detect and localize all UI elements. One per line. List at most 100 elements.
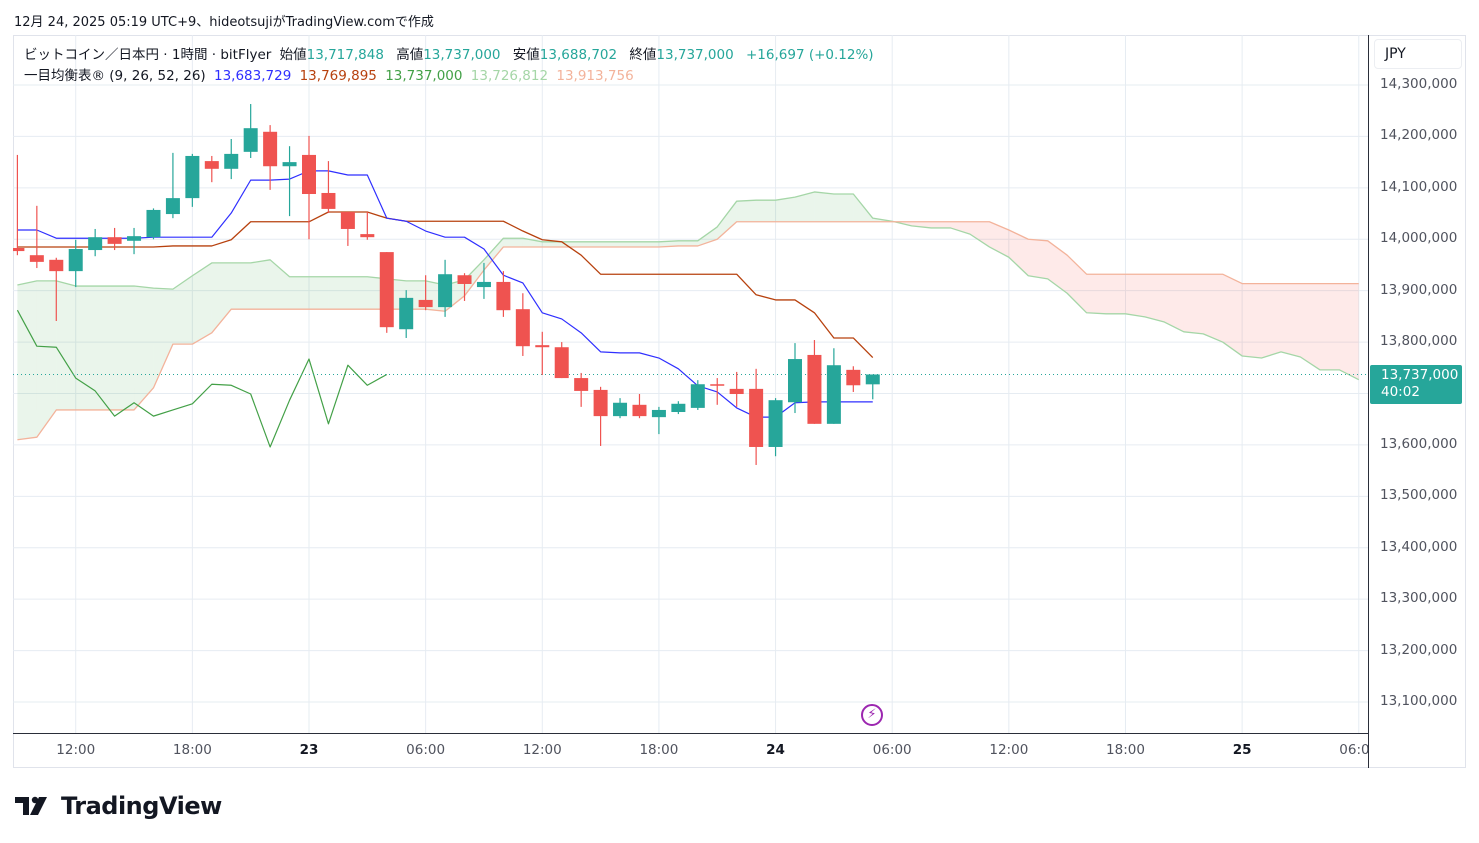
cloud-segment [270,259,290,310]
cloud-segment [911,221,932,228]
candle [68,239,83,288]
candle-body [165,198,180,215]
candle [865,374,880,400]
candle [88,228,103,257]
chart-caption: 12月 24, 2025 05:19 UTC+9、hideotsujiがTrad… [14,15,434,30]
cloud-segment [17,280,37,440]
candle [340,211,355,246]
legend: ビットコイン／日本円 · 1時間 · bitFlyer 始値13,717,848… [24,45,878,87]
candle [457,273,472,301]
currency-button[interactable]: JPY [1374,39,1462,69]
cloud-segment [114,286,135,410]
candle-body [127,236,142,241]
cloud-segment [95,286,115,410]
candle-body [185,155,200,199]
price-tick-label: 13,600,000 [1380,435,1458,452]
candle-body [88,237,103,251]
candle-body [651,409,666,418]
candle [632,394,647,419]
change-value: +16,697 (+0.12%) [745,47,874,63]
candle [613,398,628,419]
candle [671,401,686,415]
grid [13,35,1369,733]
candle [574,372,589,407]
cloud-segment [1047,240,1068,294]
cloud-segment [1028,239,1048,279]
candle-body [476,281,491,288]
price-tick-label: 13,100,000 [1380,693,1458,709]
candle [107,227,122,251]
candle-body [496,281,511,311]
candle-body [846,369,861,386]
candle-body [29,255,44,262]
candle-body [68,249,83,272]
cloud-segment [522,238,543,247]
plot-area[interactable] [13,35,1369,733]
cloud-segment [814,191,834,222]
candle-body [146,209,161,238]
cloud-segment [153,288,173,388]
candle-body [593,389,608,417]
candle-body [632,404,647,417]
tradingview-logo[interactable]: TradingView [15,792,222,820]
cloud-segment [1106,274,1126,314]
bar-countdown: 40:02 [1381,384,1420,400]
candle [321,161,336,214]
cloud-segment [639,241,659,247]
cloud-segment [581,241,601,247]
candle-body [321,192,336,209]
candle [360,211,375,240]
span-b-value: 13,913,756 [556,68,634,84]
cloud-segment [542,241,562,247]
candle-body [360,234,375,238]
candle [29,205,44,269]
legend-ohlc: ビットコイン／日本円 · 1時間 · bitFlyer 始値13,717,848… [24,45,878,66]
time-tick-label: 18:00 [172,742,212,758]
cloud-segment [503,238,523,247]
lightning-icon[interactable]: ⚡ [861,704,883,726]
price-tick-label: 14,200,000 [1380,127,1458,144]
candle [846,366,861,392]
candle-body [690,384,705,408]
candle-body [340,211,355,229]
cloud-segment [931,221,951,228]
low-value: 13,688,702 [539,47,618,63]
cloud-segment [211,262,232,333]
cloud-segment [1261,283,1281,359]
candle [243,104,258,159]
candle-body [826,365,841,424]
low-label: 安値 [512,47,540,63]
candle-body [204,161,219,169]
cloud-segment [75,286,96,410]
cloud-segment [347,276,368,310]
cloud-segment [309,276,329,310]
close-value: 13,737,000 [656,47,734,63]
cloud-segment [969,221,990,247]
time-tick-label: 06:00 [872,742,912,758]
price-chart[interactable] [13,35,1369,733]
cloud-segment [1222,274,1243,356]
symbol-title[interactable]: ビットコイン／日本円 · 1時間 · bitFlyer [24,47,272,63]
indicator-title[interactable]: 一目均衡表® (9, 26, 52, 26) [24,68,206,84]
candle [749,368,764,465]
time-axis-border [13,733,1369,734]
price-tick-label: 13,400,000 [1380,538,1458,555]
open-value: 13,717,848 [306,47,384,63]
span-b-line [17,221,1359,441]
candle-body [554,347,569,379]
open-label: 始値 [279,47,307,63]
candle [127,227,142,255]
cloud-segment [697,226,718,246]
candle [224,138,239,180]
candle [554,342,569,379]
cloud-segment [1086,274,1107,314]
chikou-line [16,309,388,448]
span-a-line [17,191,1360,381]
candle [185,153,200,207]
cloud-segment [1339,283,1359,380]
cloud-segment [1319,283,1340,370]
candle-body [399,297,414,330]
candle-body [224,153,239,169]
time-axis[interactable]: 12:00 18:00 23 06:00 12:00 18:00 24 06:00 12:00 1… [0,0,1368,843]
cloud-segment [250,259,271,310]
